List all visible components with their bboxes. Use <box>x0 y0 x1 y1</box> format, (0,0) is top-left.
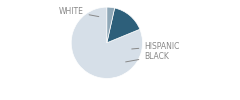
Wedge shape <box>107 8 140 43</box>
Wedge shape <box>71 7 143 78</box>
Wedge shape <box>107 7 115 43</box>
Text: HISPANIC: HISPANIC <box>132 42 180 51</box>
Text: BLACK: BLACK <box>126 52 169 62</box>
Text: WHITE: WHITE <box>59 7 99 17</box>
